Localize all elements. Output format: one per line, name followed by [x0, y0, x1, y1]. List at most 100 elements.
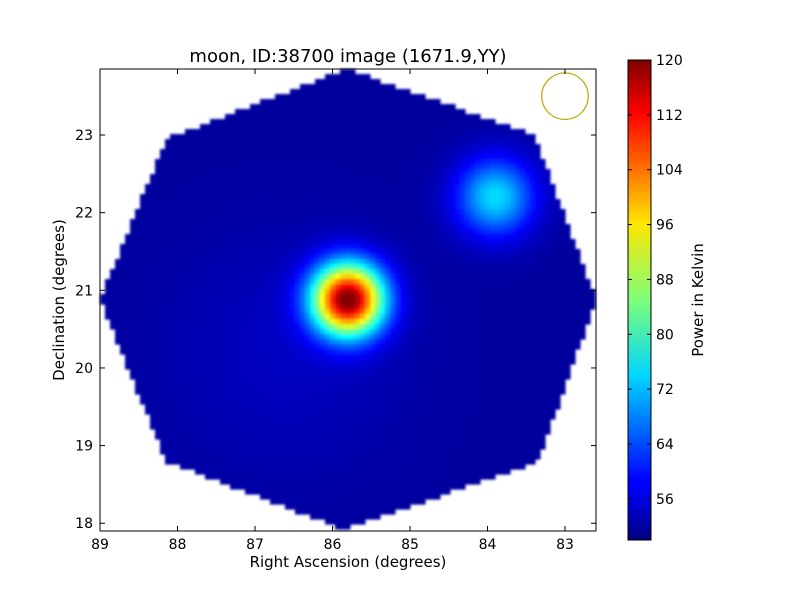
heatmap-cell — [270, 389, 276, 395]
heatmap-cell — [515, 214, 521, 220]
heatmap-cell — [455, 344, 461, 350]
heatmap-cell — [395, 149, 401, 155]
heatmap-cell — [450, 384, 456, 390]
heatmap-cell — [195, 349, 201, 355]
heatmap-cell — [115, 274, 121, 280]
heatmap-cell — [580, 329, 586, 335]
heatmap-cell — [250, 164, 256, 170]
heatmap-cell — [315, 154, 321, 160]
heatmap-cell — [425, 239, 431, 245]
heatmap-cell — [250, 384, 256, 390]
heatmap-cell — [410, 244, 416, 250]
heatmap-cell — [535, 314, 541, 320]
heatmap-cell — [555, 354, 561, 360]
heatmap-cell — [565, 344, 571, 350]
heatmap-cell — [200, 359, 206, 365]
heatmap-cell — [240, 119, 246, 125]
heatmap-cell — [280, 259, 286, 265]
heatmap-cell — [315, 109, 321, 115]
heatmap-cell — [535, 154, 541, 160]
heatmap-cell — [240, 279, 246, 285]
heatmap-cell — [435, 169, 441, 175]
heatmap-cell — [475, 144, 481, 150]
heatmap-cell — [495, 239, 501, 245]
heatmap-cell — [200, 379, 206, 385]
heatmap-cell — [550, 334, 556, 340]
heatmap-cell — [525, 244, 531, 250]
heatmap-cell — [350, 149, 356, 155]
heatmap-cell — [200, 229, 206, 235]
heatmap-cell — [175, 309, 181, 315]
heatmap-cell — [350, 264, 356, 270]
heatmap-cell — [210, 174, 216, 180]
heatmap-cell — [460, 209, 466, 215]
heatmap-cell — [220, 239, 226, 245]
heatmap-cell — [230, 224, 236, 230]
heatmap-cell — [480, 344, 486, 350]
heatmap-cell — [555, 264, 561, 270]
heatmap-cell — [235, 169, 241, 175]
heatmap-cell — [145, 239, 151, 245]
heatmap-cell — [545, 339, 551, 345]
heatmap-cell — [470, 324, 476, 330]
heatmap-cell — [375, 369, 381, 375]
heatmap-cell — [410, 204, 416, 210]
heatmap-cell — [340, 369, 346, 375]
heatmap-cell — [485, 229, 491, 235]
heatmap-cell — [470, 274, 476, 280]
heatmap-cell — [190, 354, 196, 360]
heatmap-cell — [150, 384, 156, 390]
heatmap-cell — [155, 184, 161, 190]
heatmap-cell — [465, 334, 471, 340]
heatmap-cell — [360, 219, 366, 225]
heatmap-cell — [195, 219, 201, 225]
heatmap-cell — [480, 154, 486, 160]
heatmap-cell — [460, 289, 466, 295]
heatmap-cell — [570, 269, 576, 275]
heatmap-cell — [470, 184, 476, 190]
heatmap-cell — [515, 174, 521, 180]
heatmap-cell — [370, 139, 376, 145]
heatmap-cell — [205, 309, 211, 315]
heatmap-cell — [295, 374, 301, 380]
heatmap-cell — [190, 309, 196, 315]
heatmap-cell — [260, 364, 266, 370]
heatmap-cell — [350, 129, 356, 135]
heatmap-cell — [210, 369, 216, 375]
heatmap-cell — [425, 189, 431, 195]
heatmap-cell — [410, 314, 416, 320]
heatmap-cell — [380, 349, 386, 355]
heatmap-cell — [405, 124, 411, 130]
heatmap-cell — [310, 189, 316, 195]
heatmap-cell — [150, 344, 156, 350]
heatmap-cell — [180, 159, 186, 165]
heatmap-cell — [530, 239, 536, 245]
heatmap-cell — [510, 309, 516, 315]
heatmap-cell — [560, 269, 566, 275]
heatmap-cell — [435, 199, 441, 205]
heatmap-cell — [180, 359, 186, 365]
heatmap-cell — [415, 184, 421, 190]
heatmap-cell — [355, 79, 361, 85]
heatmap-cell — [570, 289, 576, 295]
heatmap-cell — [190, 214, 196, 220]
heatmap-cell — [325, 344, 331, 350]
heatmap-cell — [215, 359, 221, 365]
heatmap-cell — [305, 119, 311, 125]
heatmap-cell — [360, 94, 366, 100]
heatmap-cell — [325, 319, 331, 325]
heatmap-cell — [325, 129, 331, 135]
heatmap-cell — [585, 309, 591, 315]
heatmap-cell — [220, 249, 226, 255]
heatmap-cell — [305, 249, 311, 255]
heatmap-cell — [185, 344, 191, 350]
heatmap-cell — [145, 194, 151, 200]
heatmap-cell — [225, 209, 231, 215]
heatmap-cell — [125, 309, 131, 315]
heatmap-cell — [200, 339, 206, 345]
heatmap-cell — [400, 359, 406, 365]
heatmap-cell — [160, 354, 166, 360]
heatmap-cell — [420, 359, 426, 365]
heatmap-cell — [245, 264, 251, 270]
heatmap-cell — [245, 154, 251, 160]
